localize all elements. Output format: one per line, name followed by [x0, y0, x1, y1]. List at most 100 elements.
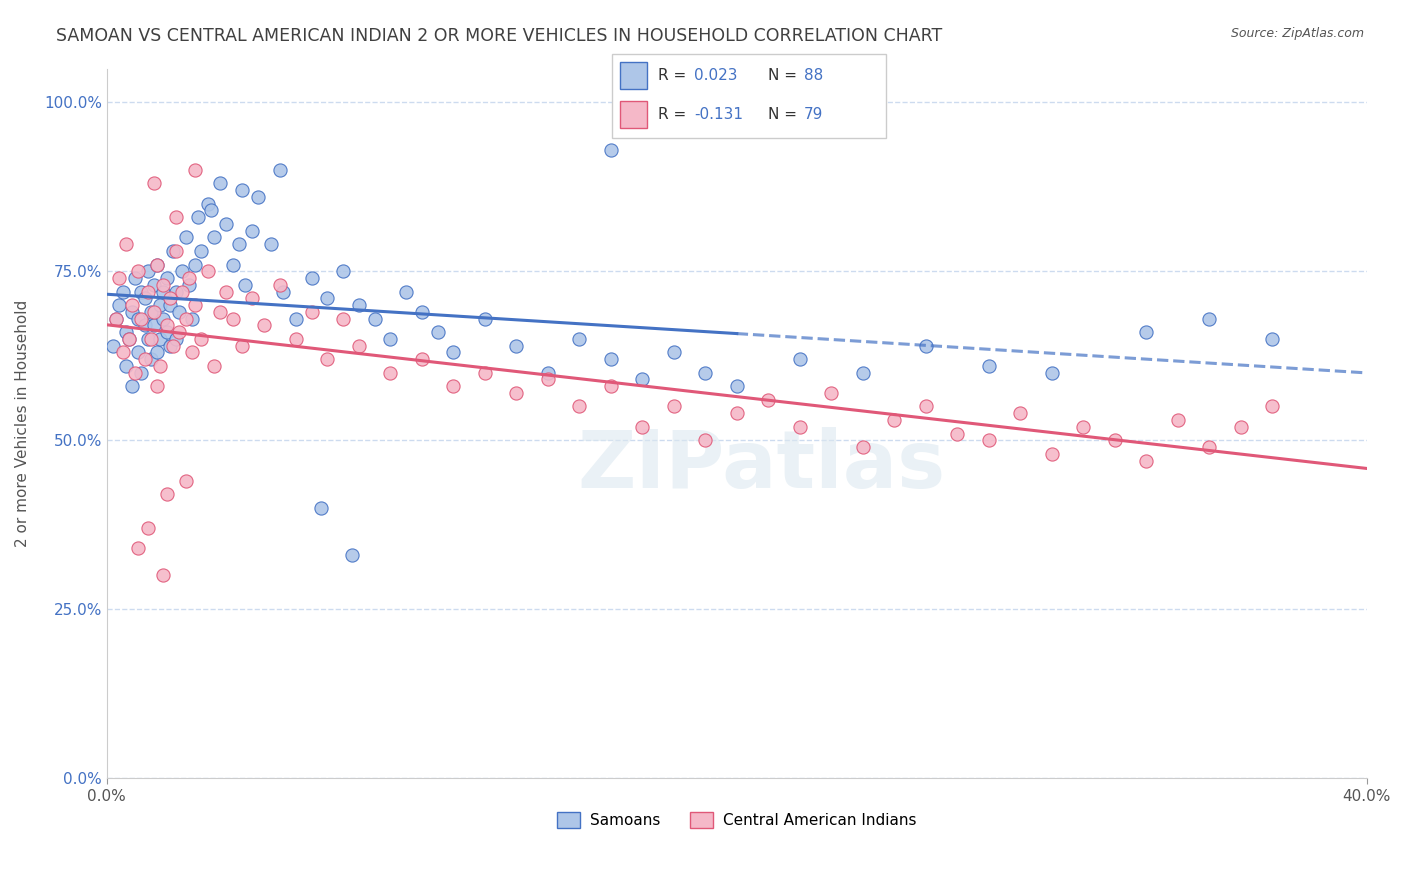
- Point: [190, 332, 212, 346]
- Point: [105, 311, 128, 326]
- Point: [101, 338, 124, 352]
- Point: [155, 318, 177, 333]
- Point: [914, 400, 936, 414]
- Point: [240, 291, 263, 305]
- Point: [284, 311, 307, 326]
- Point: [246, 190, 269, 204]
- Point: [284, 332, 307, 346]
- Point: [146, 379, 169, 393]
- Point: [174, 311, 197, 326]
- Point: [231, 338, 253, 352]
- Point: [162, 244, 184, 258]
- Point: [111, 285, 134, 299]
- Point: [342, 548, 364, 562]
- Point: [146, 258, 169, 272]
- Point: [136, 521, 159, 535]
- Text: 88: 88: [804, 68, 823, 83]
- Point: [200, 203, 222, 218]
- Point: [222, 311, 245, 326]
- Point: [215, 285, 238, 299]
- Point: [111, 345, 134, 359]
- Point: [146, 258, 169, 272]
- Point: [155, 271, 177, 285]
- Point: [269, 277, 291, 292]
- Point: [121, 305, 143, 319]
- Point: [209, 305, 232, 319]
- Point: [180, 345, 202, 359]
- Point: [1104, 434, 1126, 448]
- Point: [271, 285, 294, 299]
- Point: [568, 400, 591, 414]
- Point: [146, 345, 169, 359]
- Point: [1167, 413, 1189, 427]
- Point: [134, 352, 156, 367]
- Point: [155, 487, 177, 501]
- Point: [159, 298, 181, 312]
- Point: [301, 305, 323, 319]
- Point: [441, 379, 464, 393]
- Point: [1135, 453, 1157, 467]
- Point: [1230, 419, 1253, 434]
- Point: [114, 359, 136, 373]
- Point: [537, 372, 560, 386]
- Point: [167, 305, 190, 319]
- Point: [131, 285, 153, 299]
- Point: [505, 338, 527, 352]
- Point: [240, 224, 263, 238]
- Point: [121, 379, 143, 393]
- Point: [127, 345, 149, 359]
- Legend: Samoans, Central American Indians: Samoans, Central American Indians: [551, 806, 922, 834]
- Point: [347, 338, 370, 352]
- Point: [1135, 325, 1157, 339]
- Point: [301, 271, 323, 285]
- Point: [197, 196, 219, 211]
- Point: [1198, 440, 1220, 454]
- Point: [136, 285, 159, 299]
- Point: [789, 352, 811, 367]
- Point: [599, 143, 621, 157]
- Point: [180, 311, 202, 326]
- Point: [118, 332, 141, 346]
- Point: [977, 359, 1000, 373]
- Text: -0.131: -0.131: [695, 107, 742, 122]
- Point: [1198, 311, 1220, 326]
- Point: [411, 305, 433, 319]
- Point: [143, 318, 166, 333]
- Point: [725, 406, 748, 420]
- Point: [231, 183, 253, 197]
- Point: [152, 277, 174, 292]
- Point: [725, 379, 748, 393]
- Point: [177, 271, 200, 285]
- Point: [253, 318, 276, 333]
- Point: [172, 264, 194, 278]
- Point: [187, 211, 209, 225]
- Point: [568, 332, 591, 346]
- Point: [162, 338, 184, 352]
- Point: [152, 311, 174, 326]
- Point: [202, 230, 225, 244]
- Point: [316, 352, 339, 367]
- Point: [165, 285, 187, 299]
- Point: [332, 264, 354, 278]
- Point: [149, 332, 172, 346]
- Point: [131, 311, 153, 326]
- Point: [167, 325, 190, 339]
- Point: [127, 311, 149, 326]
- Point: [184, 162, 207, 177]
- Point: [1040, 366, 1063, 380]
- Point: [127, 264, 149, 278]
- Point: [136, 264, 159, 278]
- Point: [149, 298, 172, 312]
- Point: [108, 298, 131, 312]
- Point: [426, 325, 449, 339]
- Point: [159, 291, 181, 305]
- Point: [105, 311, 128, 326]
- Point: [380, 332, 402, 346]
- Point: [184, 298, 207, 312]
- Point: [631, 419, 654, 434]
- Text: N =: N =: [768, 68, 801, 83]
- Point: [1071, 419, 1094, 434]
- Point: [184, 258, 207, 272]
- Point: [114, 325, 136, 339]
- Point: [332, 311, 354, 326]
